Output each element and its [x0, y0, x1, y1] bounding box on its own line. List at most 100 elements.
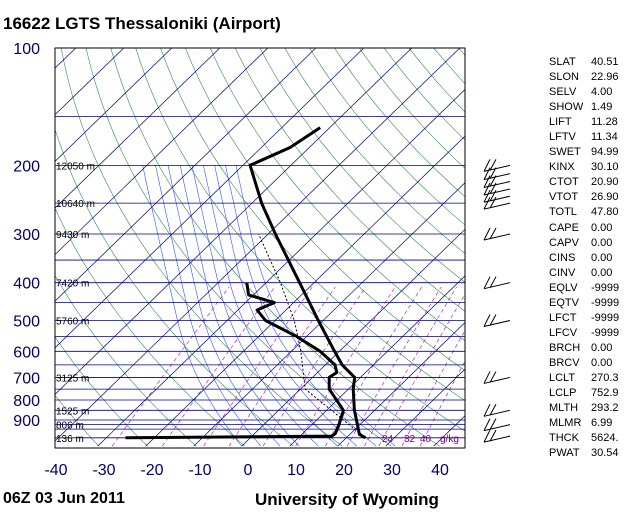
index-key: VTOT: [549, 191, 579, 204]
index-key: THCK: [549, 432, 579, 445]
index-row: LFCV -9999: [549, 326, 629, 341]
dry-adiabat: [284, 48, 465, 254]
mixing-ratio-line: [401, 329, 465, 447]
pressure-tick-label: 600: [13, 344, 40, 361]
index-value: -9999: [591, 326, 620, 339]
index-value: 30.10: [591, 161, 619, 174]
height-label: 9430 m: [56, 230, 89, 241]
mixing-ratio-line: [203, 286, 313, 447]
index-key: LFCT: [549, 311, 577, 324]
plot-frame: [54, 47, 466, 449]
dry-adiabat: [60, 48, 343, 447]
index-row: SHOW 1.49: [549, 100, 629, 115]
index-row: SELV 4.00: [549, 85, 629, 100]
index-row: EQLV -9999: [549, 281, 629, 296]
index-value: 11.28: [591, 116, 618, 129]
moist-adiabat: [167, 165, 281, 447]
isotherm: [55, 48, 173, 162]
moist-adiabat: [214, 165, 358, 447]
wind-barb: [483, 314, 511, 327]
index-row: TOTL 47.80: [549, 205, 629, 220]
dry-adiabat: [55, 336, 148, 447]
dry-adiabat: [259, 48, 465, 283]
temperature-tick-label: 40: [431, 462, 449, 479]
index-row: PWAT 30.54: [549, 446, 629, 461]
mixing-ratio-line: [162, 286, 276, 447]
index-value: 4.00: [591, 86, 613, 99]
index-value: 47.80: [591, 206, 619, 219]
pressure-tick-label: 300: [13, 227, 40, 244]
index-key: CINV: [549, 266, 576, 279]
height-label: 12050 m: [56, 161, 95, 172]
height-label: 7420 m: [56, 279, 89, 290]
index-row: VTOT 26.90: [549, 190, 629, 205]
dry-adiabat: [309, 48, 465, 226]
wind-barb: [483, 276, 511, 290]
stability-indices: SLAT 40.51 SLON 22.96 SELV 4.00 SHOW 1.49 LIFT 11…: [549, 55, 629, 461]
height-label: 1525 m: [56, 406, 89, 417]
index-key: CAPE: [549, 221, 579, 234]
chart-title: 16622 LGTS Thessaloniki (Airport): [3, 14, 281, 33]
mixing-ratio-line: [111, 286, 230, 447]
index-key: EQTV: [549, 296, 579, 309]
isotherm: [145, 135, 465, 447]
index-value: 0.00: [591, 356, 613, 369]
moist-adiabat: [155, 165, 262, 447]
index-value: 20.90: [591, 176, 619, 189]
wind-barb: [483, 418, 511, 432]
isotherm: [97, 89, 465, 447]
index-value: 6.99: [591, 417, 613, 430]
mixing-ratio-label: 32: [404, 434, 416, 445]
index-key: SLAT: [549, 56, 576, 68]
index-value: 5624.: [591, 432, 619, 445]
moist-adiabat: [191, 165, 319, 447]
index-row: BRCV 0.00: [549, 356, 629, 371]
index-key: SWET: [549, 146, 581, 159]
dry-adiabat: [85, 48, 392, 447]
moist-adiabat: [142, 165, 242, 447]
pressure-tick-label: 500: [13, 313, 40, 330]
index-value: 270.3: [591, 371, 619, 384]
index-row: SLAT 40.51: [549, 55, 629, 70]
isotherm: [55, 48, 317, 302]
temperature-tick-label: -40: [44, 462, 67, 479]
index-row: BRCH 0.00: [549, 341, 629, 356]
index-key: KINX: [549, 161, 575, 174]
index-value: 0.00: [591, 266, 613, 279]
index-row: MLMR 6.99: [549, 416, 629, 431]
index-row: MLTH 293.2: [549, 401, 629, 416]
index-value: 0.00: [591, 236, 613, 249]
wind-barb: [483, 429, 511, 443]
index-value: 30.54: [591, 447, 619, 460]
index-key: SHOW: [549, 101, 584, 114]
index-value: 0.00: [591, 341, 613, 354]
index-row: CTOT 20.90: [549, 175, 629, 190]
mixing-ratio-line: [364, 286, 457, 447]
wind-barb: [483, 404, 511, 417]
temperature-tick-label: 30: [383, 462, 401, 479]
data-source: University of Wyoming: [255, 490, 439, 509]
index-key: SELV: [549, 86, 577, 99]
index-key: MLTH: [549, 402, 579, 415]
mixing-ratio-line: [346, 286, 442, 447]
index-key: BRCV: [549, 356, 580, 369]
index-key: LFTV: [549, 131, 576, 144]
index-key: LCLP: [549, 387, 577, 400]
index-key: LCLT: [549, 371, 576, 384]
index-value: 0.00: [591, 221, 613, 234]
height-label: 3125 m: [56, 373, 89, 384]
temperature-tick-label: 0: [244, 462, 253, 479]
index-row: CINS 0.00: [549, 251, 629, 266]
dry-adiabat: [55, 128, 294, 447]
index-row: THCK 5624.: [549, 431, 629, 446]
pressure-tick-label: 700: [13, 370, 40, 387]
height-label: 5760 m: [56, 316, 89, 327]
wind-barb: [483, 371, 511, 384]
index-value: 293.2: [591, 402, 619, 415]
index-value: -9999: [591, 296, 620, 309]
mixing-ratio-line: [325, 286, 422, 447]
dry-adiabat: [110, 48, 440, 447]
mixing-ratio-label: g/kg: [440, 434, 459, 445]
moist-adiabat: [179, 165, 300, 447]
